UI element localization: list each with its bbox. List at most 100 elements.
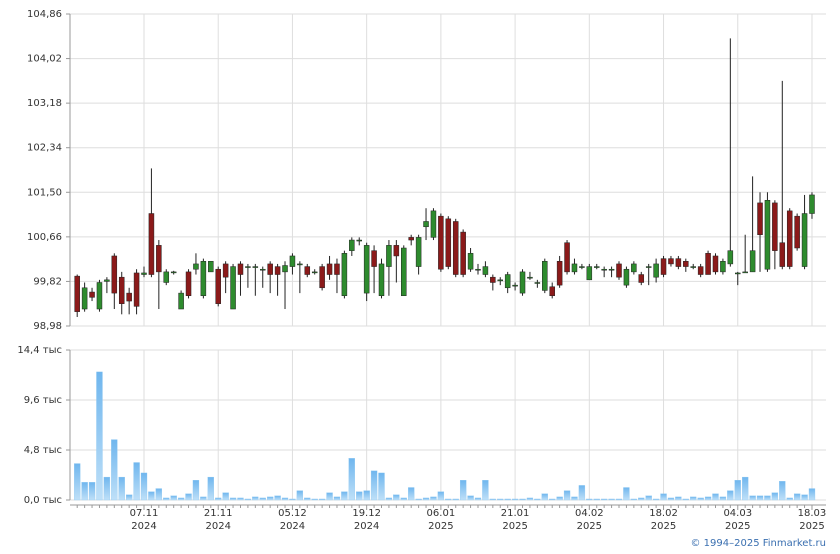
x-tick-year: 2025 (799, 521, 824, 532)
volume-bar (259, 497, 266, 501)
candle-body (408, 237, 414, 241)
x-tick-label: 04.03 (723, 508, 752, 519)
x-tick-year: 2025 (428, 521, 453, 532)
x-tick-label: 06.01 (427, 508, 456, 519)
volume-bar (786, 497, 793, 501)
candle-body (645, 266, 652, 268)
candle-body (141, 272, 147, 275)
candle-body (393, 245, 400, 257)
candle-body (163, 271, 170, 283)
volume-bar (177, 497, 185, 501)
candle-body (749, 250, 756, 273)
volume-bar (793, 493, 801, 501)
candle-body (267, 263, 273, 275)
candle-body (401, 247, 407, 297)
x-tick-label: 05.12 (278, 508, 307, 519)
candle-body (705, 253, 711, 275)
volume-bar (111, 439, 118, 501)
volume-bar (445, 498, 452, 501)
volume-bar (237, 497, 244, 501)
candle-body (118, 276, 125, 304)
candle-body (638, 274, 645, 283)
candle-body (282, 265, 288, 273)
x-tick-label: 21.01 (501, 508, 530, 519)
volume-bar (185, 493, 192, 501)
volume-bar (808, 488, 816, 501)
volume-bar (519, 498, 526, 501)
volume-bar (652, 498, 660, 501)
candle-body (148, 213, 155, 275)
volume-bar (385, 497, 393, 501)
candle-body (608, 268, 615, 271)
volume-bar (704, 496, 712, 501)
volume-bar (281, 497, 289, 501)
y-tick-label: 98,98 (33, 321, 62, 332)
candle-body (631, 263, 637, 273)
candle-body (156, 245, 162, 273)
volume-bar (764, 495, 771, 501)
candle-body (222, 263, 229, 278)
x-tick-year: 2024 (131, 521, 156, 532)
candle-body (445, 218, 452, 267)
candle-body (564, 242, 570, 273)
volume-bar (96, 371, 103, 501)
candle-body (193, 263, 199, 270)
candle-body (549, 286, 555, 297)
x-tick-year: 2025 (502, 521, 527, 532)
x-tick-label: 07.11 (130, 508, 159, 519)
candle-body (809, 194, 815, 214)
y-tick-label: 102,34 (27, 143, 62, 154)
candle-body (542, 261, 548, 291)
volume-bar (482, 480, 489, 501)
candle-body (794, 215, 800, 249)
volume-bar (118, 476, 125, 501)
volume-bar (155, 488, 162, 501)
volume-bar (244, 498, 252, 501)
candle-body (720, 261, 726, 273)
candle-body (415, 237, 422, 267)
volume-bar (74, 463, 81, 501)
candle-body (460, 231, 466, 275)
candle-body (586, 266, 593, 281)
candle-body (89, 291, 95, 298)
candle-body (504, 274, 511, 289)
volume-bar (408, 487, 415, 501)
volume-bar (296, 490, 304, 501)
candle-body (764, 199, 771, 270)
candle-body (81, 287, 88, 310)
volume-bar (207, 476, 214, 501)
candle-body (208, 261, 214, 273)
y-tick-label: 104,02 (27, 54, 62, 65)
candle-body (697, 266, 704, 275)
x-tick-year: 2025 (651, 521, 676, 532)
candle-body (237, 263, 244, 275)
volume-bar (682, 498, 689, 501)
candle-body (556, 261, 563, 286)
volume-bar (549, 498, 556, 501)
volume-bar (133, 462, 140, 501)
volume-bar (801, 494, 808, 501)
candle-body (319, 266, 325, 289)
y-tick-label: 4,8 тыс (24, 445, 62, 456)
volume-bar (170, 495, 177, 501)
candle-body (512, 284, 518, 287)
candle-body (690, 266, 696, 268)
volume-bar (511, 498, 519, 501)
candle-body (178, 292, 184, 310)
volume-bar (623, 487, 630, 501)
volume-bar (638, 497, 645, 501)
candle-body (482, 266, 489, 275)
volume-bar (727, 490, 734, 501)
volume-bar (363, 490, 370, 501)
volume-bar (163, 497, 170, 501)
volume-bar (252, 496, 259, 501)
candle-body (519, 271, 526, 294)
volume-bar (304, 497, 311, 501)
volume-bar (690, 496, 697, 501)
candle-body (133, 272, 140, 307)
candle-body (786, 210, 793, 267)
candle-body (527, 276, 533, 279)
y-tick-label: 14,4 тыс (17, 345, 62, 356)
candle-body (371, 250, 377, 267)
y-tick-label: 104,86 (27, 9, 62, 20)
